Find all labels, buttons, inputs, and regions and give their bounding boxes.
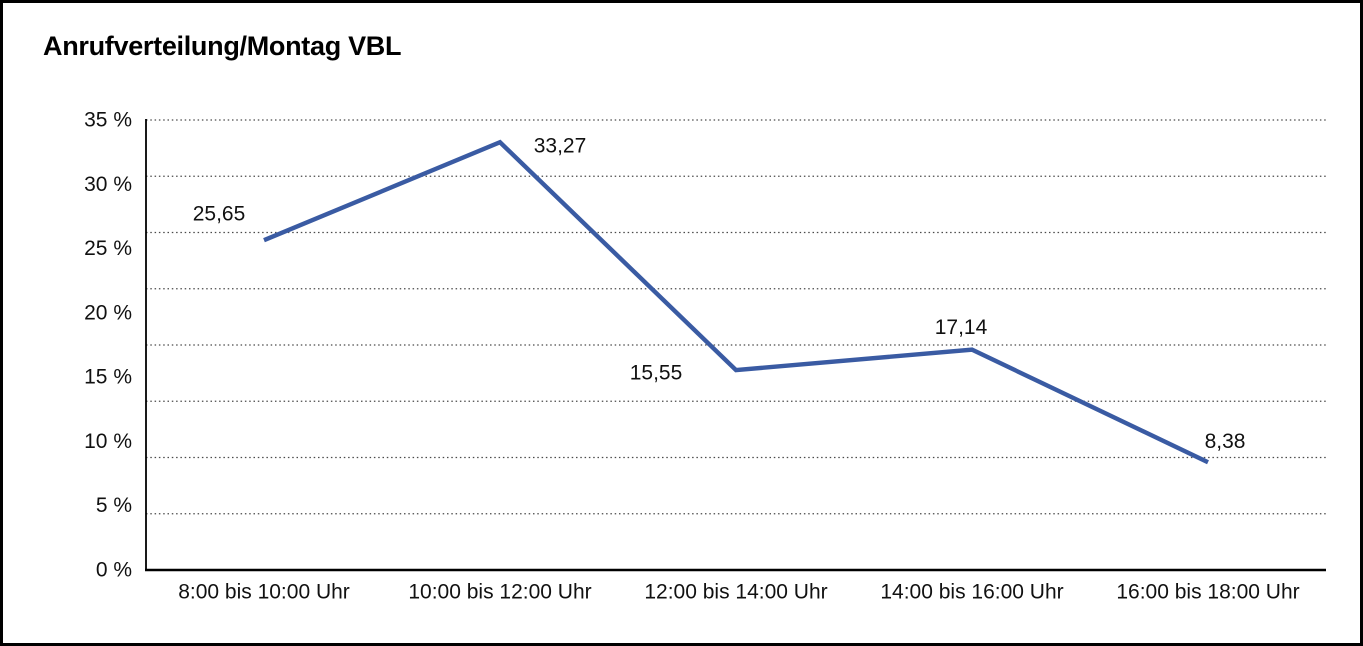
y-tick-label: 30 % <box>84 173 132 196</box>
x-tick-label: 8:00 bis 10:00 Uhr <box>178 581 350 604</box>
value-label: 33,27 <box>534 135 587 158</box>
y-tick-label: 25 % <box>84 237 132 260</box>
y-tick-label: 0 % <box>96 559 132 582</box>
value-label: 8,38 <box>1205 430 1246 453</box>
y-tick-label: 10 % <box>84 430 132 453</box>
chart-title: Anrufverteilung/Montag VBL <box>43 31 402 61</box>
data-line <box>263 139 1209 465</box>
x-tick-label: 10:00 bis 12:00 Uhr <box>408 581 591 604</box>
x-tick-label: 12:00 bis 14:00 Uhr <box>644 581 827 604</box>
x-tick-label: 14:00 bis 16:00 Uhr <box>880 581 1063 604</box>
y-tick-label: 20 % <box>84 301 132 324</box>
chart-canvas: 0 % 5 % 10 % 15 % 20 % 25 % 30 % 35 % 8:00 bis 1… <box>84 109 1326 604</box>
y-tick-label: 5 % <box>96 494 132 517</box>
x-tick-label: 16:00 bis 18:00 Uhr <box>1116 581 1299 604</box>
value-label: 25,65 <box>193 203 246 226</box>
y-tick-label: 15 % <box>84 366 132 389</box>
y-tick-label: 35 % <box>84 109 132 132</box>
value-label: 17,14 <box>935 316 988 339</box>
value-label: 15,55 <box>630 362 683 385</box>
